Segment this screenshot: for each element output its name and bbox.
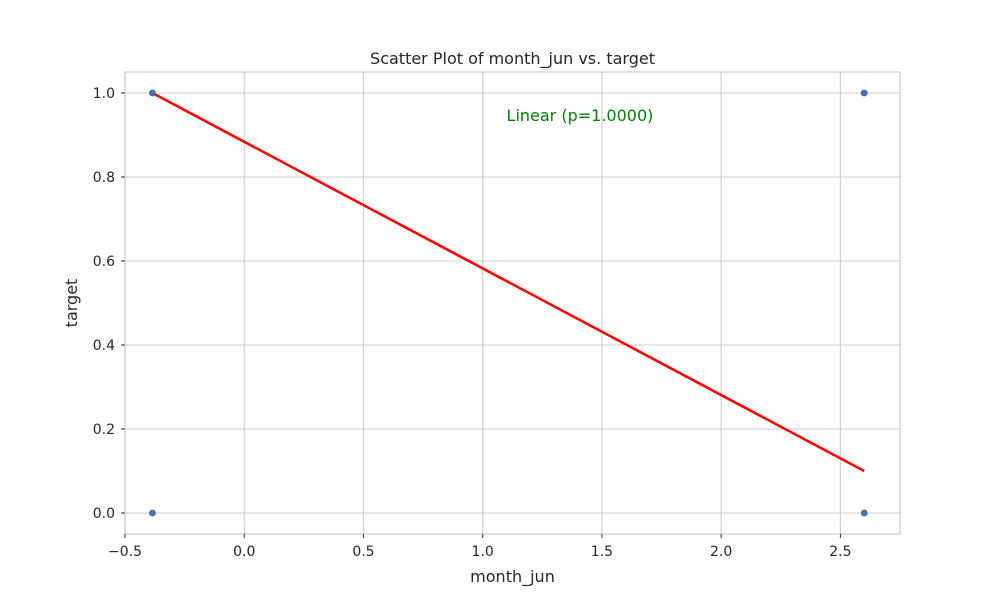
- x-axis-ticks: −0.5 0.0 0.5 1.0 1.5 2.0 2.5: [108, 534, 852, 560]
- x-tick-label: 2.5: [829, 544, 851, 560]
- x-tick-label: 1.0: [472, 544, 494, 560]
- x-tick-label: 0.5: [352, 544, 374, 560]
- y-tick-label: 0.2: [93, 422, 115, 438]
- grid: [124, 72, 900, 534]
- scatter-points: [149, 89, 868, 517]
- y-tick-label: 0.0: [93, 506, 115, 522]
- x-tick-label: 2.0: [710, 544, 732, 560]
- fit-line-layer: [151, 91, 865, 473]
- y-tick-label: 0.8: [93, 170, 115, 186]
- fit-annotation: Linear (p=1.0000): [507, 106, 654, 125]
- y-tick-label: 0.6: [93, 254, 115, 270]
- x-axis-title: month_jun: [470, 567, 555, 587]
- scatter-point: [149, 89, 156, 97]
- y-tick-label: 1.0: [93, 86, 115, 102]
- x-tick-label: −0.5: [108, 544, 142, 560]
- y-axis-title: target: [62, 279, 81, 328]
- scatter-point: [149, 509, 156, 517]
- y-axis-ticks: 0.0 0.2 0.4 0.6 0.8 1.0: [93, 86, 125, 522]
- scatter-point: [860, 509, 868, 517]
- fit-line: [151, 91, 865, 473]
- x-tick-label: 1.5: [591, 544, 613, 560]
- scatter-point: [860, 89, 868, 97]
- x-tick-label: 0.0: [233, 544, 255, 560]
- y-tick-label: 0.4: [93, 338, 115, 354]
- chart-title: Scatter Plot of month_jun vs. target: [370, 49, 655, 69]
- plot-frame: [124, 71, 901, 535]
